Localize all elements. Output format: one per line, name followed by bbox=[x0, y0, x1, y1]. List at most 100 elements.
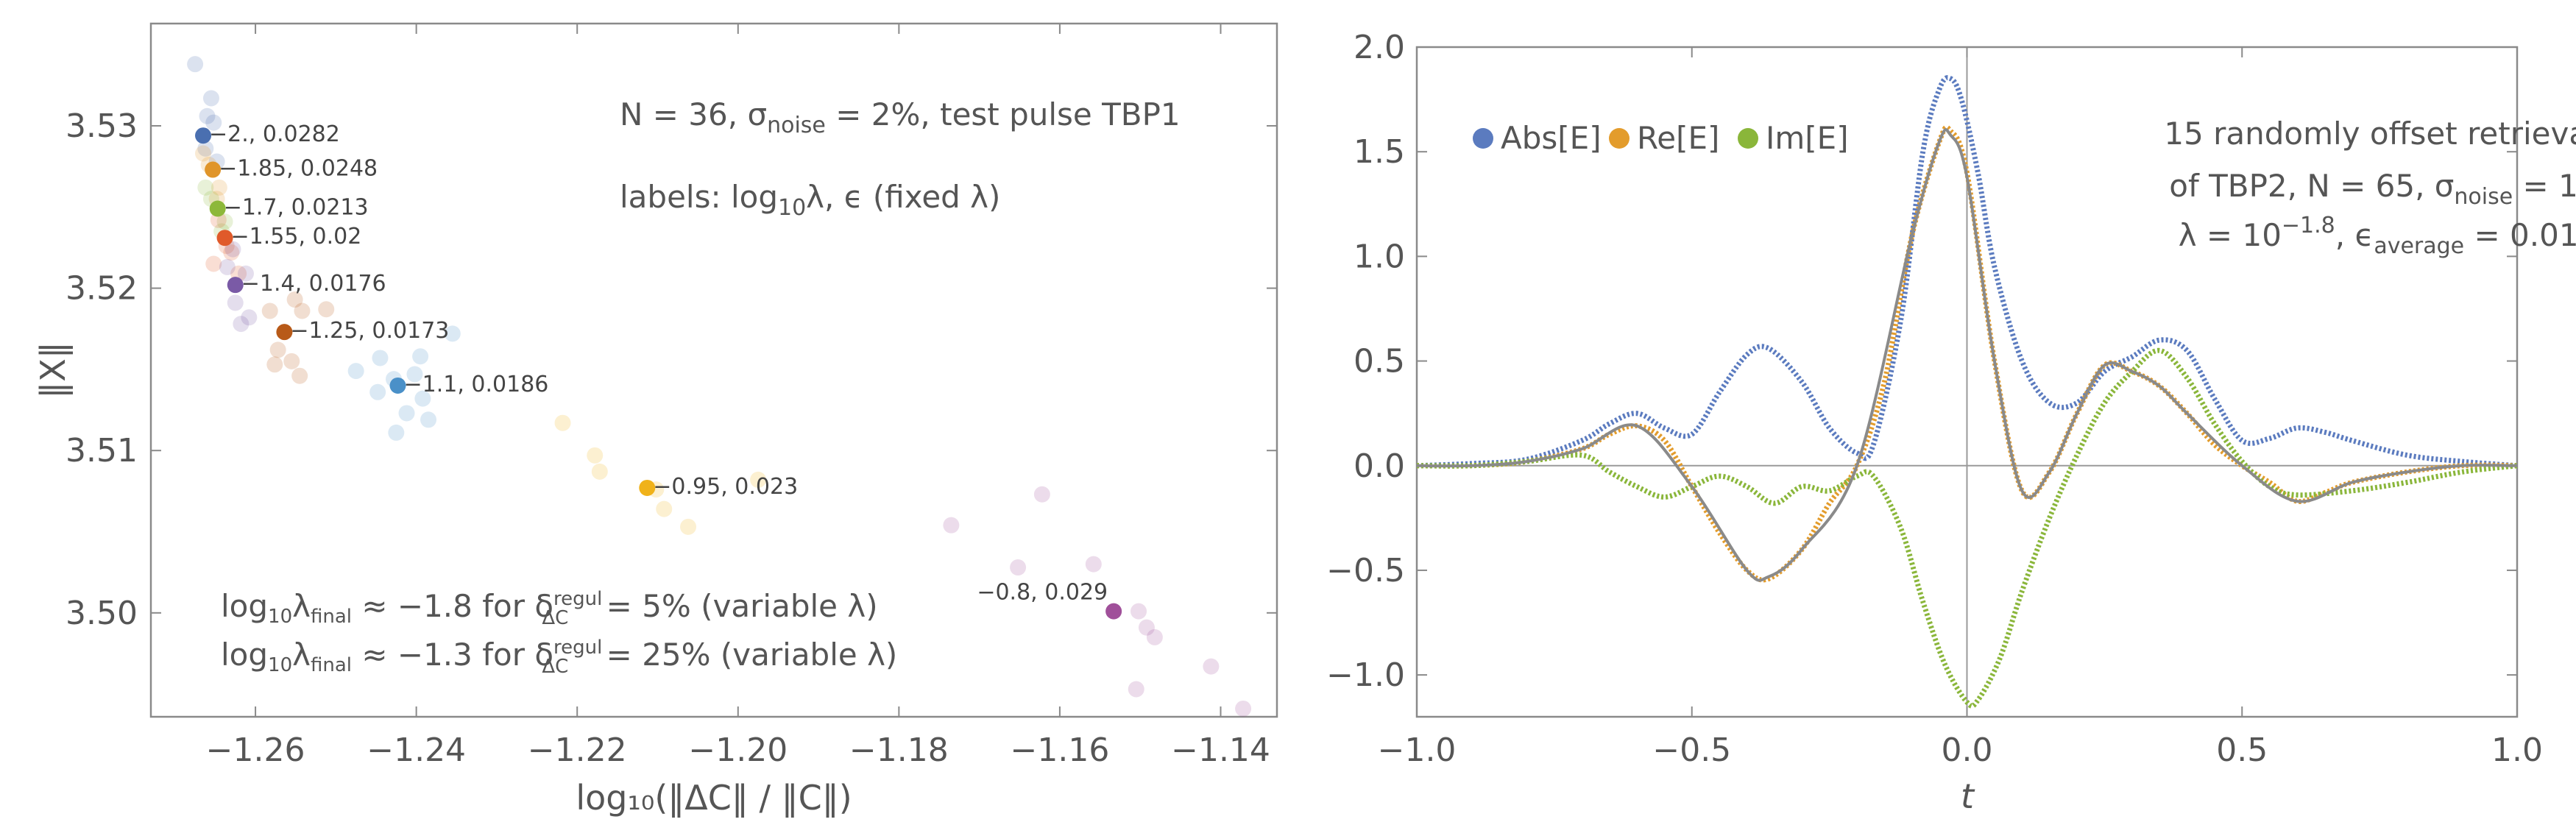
right-x-tick-label: −0.5 bbox=[1652, 732, 1731, 769]
right-series bbox=[1416, 75, 2518, 709]
series-line-im-e- bbox=[1416, 347, 2518, 709]
left-y-tick-label: 3.50 bbox=[66, 595, 138, 632]
left-annotation-line1: N = 36, σnoise = 2%, test pulse TBP1 bbox=[620, 96, 1181, 138]
right-y-tick-label: 1.5 bbox=[1354, 133, 1405, 171]
left-cloud-point bbox=[187, 56, 204, 73]
left-point-label: −1.7, 0.0213 bbox=[224, 194, 369, 220]
right-chart: −1.0 −0.5 0.0 0.5 1.0 −1.0 −0.5 0.0 0.5 1.0 1.5 2.… bbox=[1326, 29, 2576, 816]
right-y-tick-label: 0.0 bbox=[1354, 447, 1405, 485]
left-cloud-point bbox=[266, 356, 283, 373]
left-cloud-point bbox=[414, 390, 431, 407]
left-cloud-point bbox=[199, 107, 216, 124]
left-main-point bbox=[209, 200, 226, 217]
left-cloud-point bbox=[1128, 681, 1144, 698]
left-x-tick-label: −1.14 bbox=[1171, 732, 1270, 769]
left-cloud-point bbox=[202, 90, 219, 107]
right-y-tick-label: 0.5 bbox=[1354, 343, 1405, 380]
left-main-point bbox=[389, 377, 406, 394]
left-cloud-point bbox=[1085, 556, 1102, 573]
left-point-label: −0.8, 0.029 bbox=[977, 580, 1108, 606]
legend-swatch bbox=[1609, 128, 1630, 149]
left-cloud-point bbox=[372, 350, 389, 366]
left-y-ticks: 3.50 3.51 3.52 3.53 bbox=[66, 107, 1277, 632]
left-cloud-point bbox=[286, 291, 303, 308]
left-cloud-point bbox=[205, 114, 222, 131]
left-cloud-point bbox=[1146, 628, 1163, 645]
left-annotation-final-lambda-1: log10λfinal ≈ −1.8 for δregul ΔC = 5% (va… bbox=[221, 588, 878, 629]
legend-label: Im[E] bbox=[1766, 120, 1849, 156]
left-cloud-point bbox=[197, 179, 214, 196]
left-main-point bbox=[205, 161, 222, 178]
left-y-axis-title: ‖X‖ bbox=[33, 341, 74, 399]
left-cloud-point bbox=[261, 302, 278, 319]
left-cloud-point bbox=[224, 241, 241, 258]
left-cloud-point bbox=[195, 145, 212, 162]
legend-swatch bbox=[1738, 128, 1758, 149]
right-x-axis-title: t bbox=[1961, 776, 1975, 816]
left-x-tick-label: −1.20 bbox=[688, 732, 788, 769]
right-x-tick-label: 0.5 bbox=[2216, 732, 2268, 769]
right-x-tick-label: −1.0 bbox=[1378, 732, 1457, 769]
left-main-points: −2., 0.0282 −1.85, 0.0248 −1.7, 0.0213 −1.5… bbox=[195, 121, 1122, 620]
left-point-label: −1.4, 0.0176 bbox=[241, 271, 386, 297]
legend-label: Abs[E] bbox=[1501, 120, 1602, 156]
left-cloud-point bbox=[219, 258, 236, 275]
left-cloud-point bbox=[210, 179, 227, 196]
left-main-point bbox=[195, 127, 212, 144]
left-point-label: −1.1, 0.0186 bbox=[404, 372, 549, 397]
legend-swatch bbox=[1473, 128, 1493, 149]
left-main-point bbox=[1105, 603, 1122, 620]
left-cloud-point bbox=[294, 302, 311, 319]
left-main-point bbox=[639, 479, 656, 496]
right-x-tick-label: 0.0 bbox=[1942, 732, 1993, 769]
right-legend: Abs[E] Re[E] Im[E] bbox=[1473, 120, 1849, 156]
left-y-tick-label: 3.52 bbox=[66, 270, 138, 308]
right-annotation-line2: of TBP2, N = 65, σnoise = 1% bbox=[2169, 168, 2576, 210]
left-cloud-point bbox=[943, 517, 960, 534]
left-x-tick-label: −1.18 bbox=[849, 732, 949, 769]
left-cloud-point bbox=[587, 447, 604, 464]
left-y-tick-label: 3.51 bbox=[66, 432, 138, 470]
left-point-label: −2., 0.0282 bbox=[209, 121, 340, 147]
left-point-label: −0.95, 0.023 bbox=[653, 474, 798, 500]
left-cloud-point bbox=[227, 294, 244, 311]
right-x-ticks: −1.0 −0.5 0.0 0.5 1.0 bbox=[1378, 47, 2543, 769]
left-cloud-point bbox=[1130, 603, 1147, 620]
left-point-label: −1.85, 0.0248 bbox=[219, 156, 378, 182]
left-cloud-point bbox=[291, 367, 308, 384]
right-y-tick-label: −0.5 bbox=[1326, 552, 1405, 589]
left-cloud-point bbox=[1010, 559, 1027, 576]
left-x-axis-title: log₁₀(‖ΔC‖ / ‖C‖) bbox=[576, 778, 852, 818]
left-cloud-point bbox=[591, 463, 608, 480]
left-cloud-point bbox=[233, 316, 250, 333]
left-cloud-point bbox=[269, 341, 286, 358]
left-cloud-point bbox=[283, 353, 300, 369]
left-x-tick-label: −1.22 bbox=[528, 732, 627, 769]
left-cloud-point bbox=[412, 348, 429, 365]
series-line-re-e- bbox=[1416, 124, 2518, 583]
left-cloud-point bbox=[406, 366, 423, 383]
left-point-label: −1.55, 0.02 bbox=[231, 224, 362, 249]
left-plot-frame bbox=[149, 22, 1278, 718]
left-cloud-point bbox=[554, 414, 571, 431]
left-x-tick-label: −1.16 bbox=[1011, 732, 1110, 769]
right-y-tick-label: 1.0 bbox=[1354, 238, 1405, 275]
right-annotation-line3: λ = 10−1.8, ϵaverage = 0.014 bbox=[2179, 213, 2576, 259]
left-cloud-point bbox=[1033, 486, 1050, 503]
left-main-point bbox=[227, 277, 244, 294]
left-cloud-point bbox=[680, 518, 697, 535]
left-cloud-point bbox=[369, 383, 386, 400]
right-y-ticks: −1.0 −0.5 0.0 0.5 1.0 1.5 2.0 bbox=[1326, 29, 2517, 694]
left-annotation-final-lambda-2: log10λfinal ≈ −1.3 for δregul ΔC = 25% (v… bbox=[221, 637, 897, 678]
left-cloud-point bbox=[750, 471, 767, 488]
left-annotation-line2: labels: log10λ, ϵ (fixed λ) bbox=[620, 179, 1000, 221]
series-line-reference bbox=[1416, 128, 2518, 582]
right-y-tick-label: −1.0 bbox=[1326, 656, 1405, 694]
left-cloud-point bbox=[444, 325, 461, 342]
left-cloud-point bbox=[656, 500, 673, 517]
left-cloud-point bbox=[216, 213, 233, 230]
left-cloud-point bbox=[347, 363, 364, 380]
left-cloud-point bbox=[420, 411, 437, 428]
right-y-tick-label: 2.0 bbox=[1354, 29, 1405, 66]
